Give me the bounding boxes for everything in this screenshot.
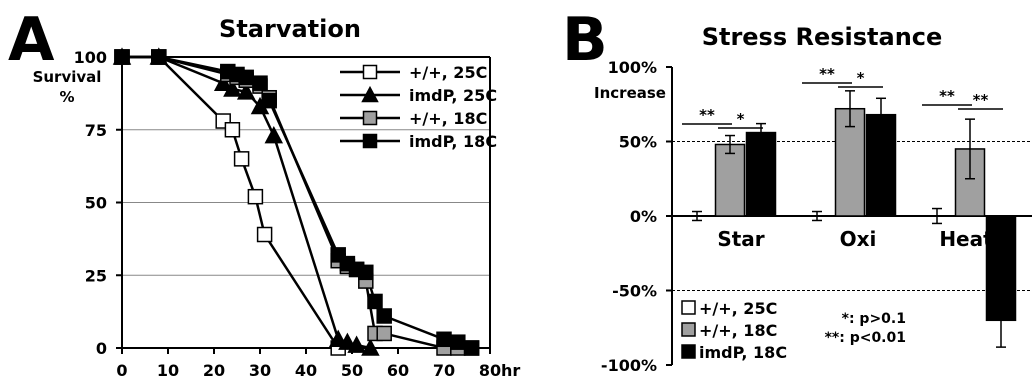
y-tick-label: 0 (96, 339, 107, 358)
chart-title-b: Stress Resistance (702, 23, 943, 51)
legend-marker (362, 133, 378, 149)
legend-entry: imdP, 18C (409, 132, 497, 151)
data-point (223, 79, 242, 97)
category-label: Heat (939, 227, 993, 251)
significance-label: ** (699, 106, 715, 124)
legend-entry: +/+, 18C (409, 109, 487, 128)
data-point (238, 69, 254, 86)
x-tick-label: 50 (341, 361, 363, 380)
x-tick-label: 60 (387, 361, 409, 380)
data-point (376, 308, 392, 324)
data-point (247, 188, 264, 205)
legend-a: +/+, 25C imdP, 25C +/+, 18C imdP, 18C (340, 63, 497, 151)
legend-entry: +/+, 25C (699, 299, 777, 318)
legend-swatch (681, 300, 696, 315)
chart-title-a: Starvation (219, 15, 361, 43)
panel-b-plot: -100%-50%0%50%100%Star Oxi Heat** *** *** **+… (601, 58, 1032, 375)
x-tick-label: 30 (249, 361, 271, 380)
y-tick-label: 50% (619, 133, 657, 152)
data-point (264, 125, 284, 144)
bar (714, 143, 746, 217)
data-point (436, 331, 452, 348)
legend-swatch (681, 344, 696, 359)
significance-label: * (857, 69, 865, 87)
x-tick-label: 70 (433, 361, 455, 380)
panel-a-plot: 0 25 50 75 100 0 10 20 30 40 50 60 70 80 hr +/+, 25C imd… (74, 47, 520, 380)
y-tick-label: 100% (608, 58, 657, 77)
legend-entry: +/+, 25C (409, 63, 487, 82)
legend-marker (362, 64, 378, 80)
panel-letter-a: A (8, 5, 55, 75)
legend-b: +/+, 25C +/+, 18C imdP, 18C (681, 299, 787, 362)
legend-swatch (681, 322, 696, 337)
p-value-note: *: p>0.1 (842, 311, 906, 327)
data-point (151, 49, 167, 65)
data-point (261, 92, 277, 109)
significance-label: ** (819, 65, 835, 83)
x-tick-label: 40 (295, 361, 317, 380)
x-tick-label: 80 (479, 361, 501, 380)
data-point (252, 75, 268, 91)
data-point (347, 335, 366, 353)
significance-label: ** (973, 91, 989, 109)
y-tick-label: 0% (630, 207, 657, 226)
data-point (236, 82, 256, 100)
y-axis-label-a-line1: Survival (33, 68, 102, 86)
y-tick-label: -50% (612, 282, 657, 301)
significance-label: * (737, 110, 745, 128)
y-axis-label-a-line2: % (59, 88, 74, 106)
data-point (224, 122, 241, 138)
legend-entry: +/+, 18C (699, 321, 777, 340)
y-tick-label: 100 (74, 48, 107, 67)
legend-entry: imdP, 18C (699, 343, 787, 362)
data-point (233, 151, 250, 167)
x-tick-label: 20 (203, 361, 225, 380)
y-tick-label: 50 (85, 194, 107, 213)
x-axis-unit: hr (501, 361, 520, 380)
x-tick-label: 0 (116, 361, 127, 380)
y-tick-label: -100% (601, 356, 657, 375)
data-point (213, 73, 233, 91)
data-point (361, 338, 380, 356)
data-point (367, 293, 383, 310)
legend-entry: imdP, 25C (409, 86, 497, 105)
category-label: Star (717, 227, 764, 251)
data-point (358, 264, 374, 281)
significance-label: ** (939, 87, 955, 105)
data-point (463, 340, 480, 356)
y-axis-label-b: Increase (594, 84, 666, 102)
legend-marker (362, 110, 378, 126)
bar (745, 131, 777, 217)
data-point (114, 49, 130, 65)
data-point (450, 334, 466, 350)
y-tick-label: 25 (85, 266, 107, 285)
data-point (376, 325, 392, 342)
category-label: Oxi (840, 227, 877, 251)
data-point (256, 226, 273, 243)
x-tick-label: 10 (157, 361, 179, 380)
y-tick-label: 75 (85, 121, 107, 140)
legend-marker (361, 85, 379, 103)
panel-letter-b: B (562, 5, 608, 75)
p-value-note: **: p<0.01 (825, 330, 906, 346)
